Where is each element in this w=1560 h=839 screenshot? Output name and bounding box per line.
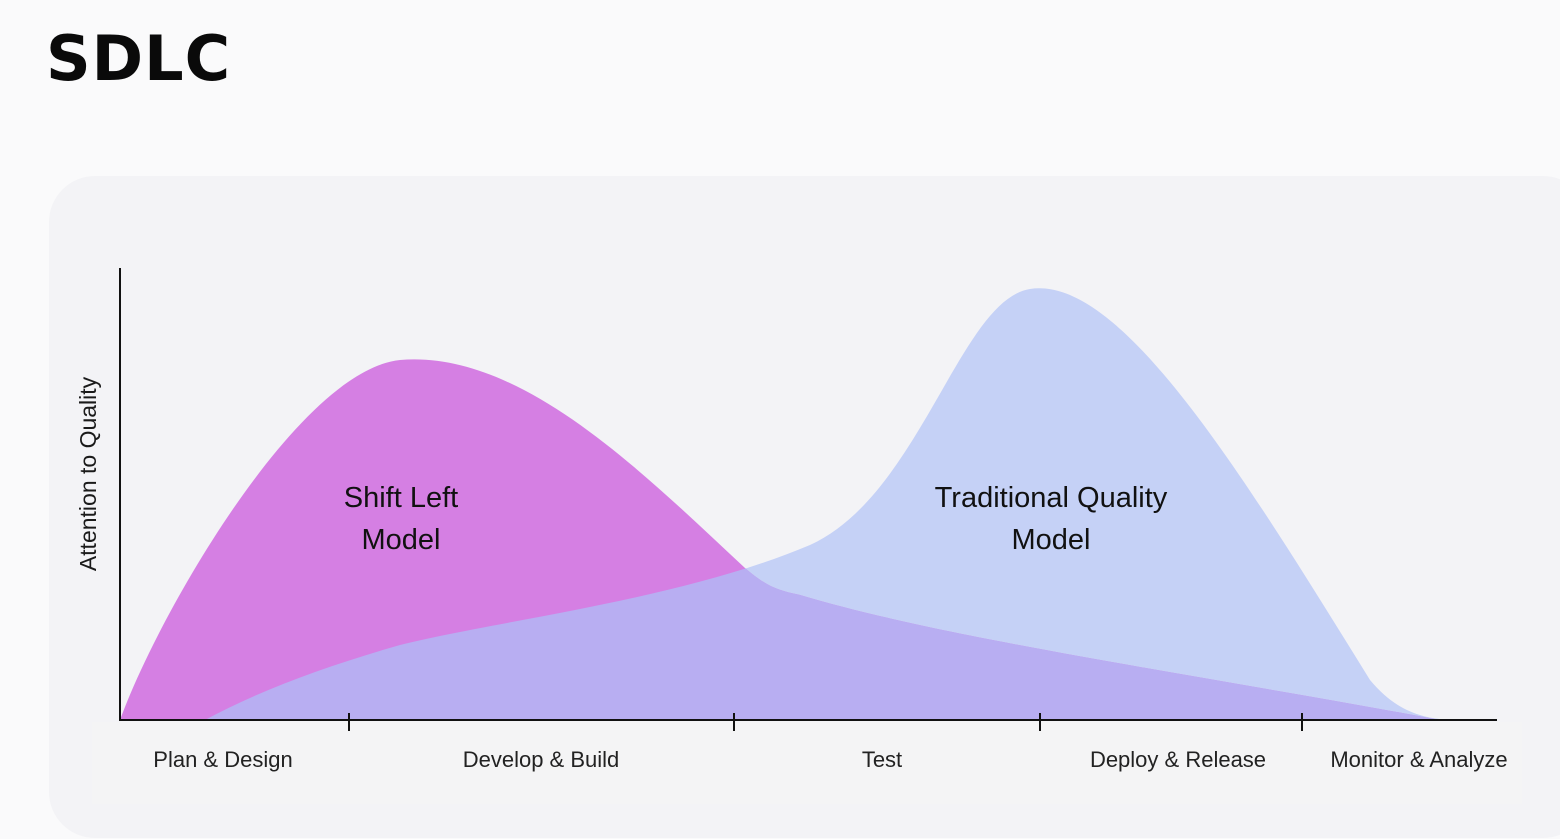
traditional-label-line1: Traditional Quality (935, 482, 1168, 514)
phase-label-band (92, 722, 1522, 804)
traditional-model-curve (205, 288, 1450, 720)
shift-left-model-curve (120, 359, 1440, 720)
page-title: SDLC (46, 22, 232, 95)
phase-label-plan-design: Plan & Design (153, 747, 292, 772)
phase-label-monitor-analyze: Monitor & Analyze (1330, 747, 1507, 772)
phase-label-deploy-release: Deploy & Release (1090, 747, 1266, 772)
traditional-label-line2: Model (1012, 524, 1091, 556)
phase-label-develop-build: Develop & Build (463, 747, 620, 772)
y-axis-label: Attention to Quality (75, 376, 101, 571)
shift-left-label-line1: Shift Left (344, 482, 458, 514)
shift-left-label-line2: Model (362, 524, 441, 556)
phase-label-test: Test (862, 747, 902, 772)
